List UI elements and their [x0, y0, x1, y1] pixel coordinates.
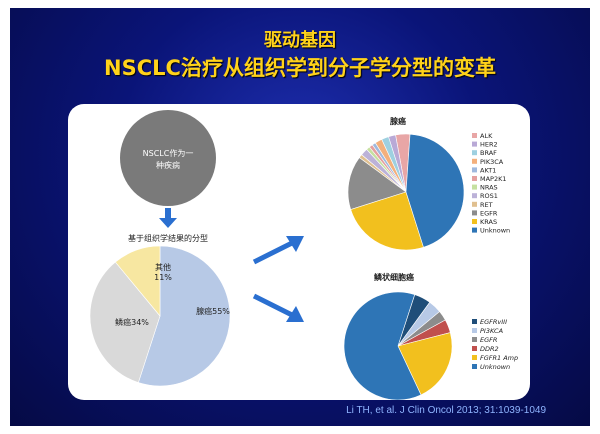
histology-slice-- [114, 245, 161, 317]
adeno-legend-label: KRAS [480, 218, 497, 226]
adeno-legend-swatch [472, 158, 477, 164]
adeno-chart-title: 腺癌 [389, 116, 406, 126]
adeno-legend-swatch [472, 141, 477, 147]
citation: Li TH, et al. J Clin Oncol 2013; 31:1039… [346, 405, 546, 416]
adeno-legend-swatch [472, 176, 477, 181]
charts-svg: NSCLC作为一 种疾病 基于组织学结果的分型 腺癌 鳞状细胞癌 ALKHER2… [89, 110, 518, 401]
slide: 驱动基因 NSCLC治疗从组织学到分子学分型的变革 NSCLC作为一 种疾病 基… [10, 8, 590, 426]
adeno-legend: ALKHER2BRAFPIK3CAAKT1MAP2K1NRASROS1RETEG… [472, 132, 510, 235]
adeno-legend-label: ALK [480, 132, 493, 140]
adeno-legend-label: NRAS [480, 184, 498, 192]
squamous-chart-title: 鳞状细胞癌 [374, 272, 414, 282]
adeno-slice-kras [350, 191, 424, 251]
adeno-legend-label: ROS1 [480, 192, 498, 200]
adeno-legend-swatch [472, 227, 477, 233]
adeno-legend-label: PIK3CA [480, 158, 504, 166]
squamous-legend-label: FGFR1 Amp [480, 354, 518, 362]
adeno-pie [347, 133, 465, 251]
squamous-legend-label: DDR2 [480, 345, 499, 353]
adeno-legend-label: BRAF [480, 149, 497, 157]
squamous-legend-label: PI3KCA [480, 327, 503, 335]
squamous-legend-label: EGFRvIII [480, 318, 507, 326]
squamous-slice-fgfr1-amp [397, 332, 453, 396]
histology-slice-- [137, 245, 231, 387]
adeno-legend-swatch [472, 210, 477, 216]
adeno-legend-label: MAP2K1 [480, 175, 507, 183]
adeno-slice-unknown [405, 133, 465, 248]
adeno-legend-swatch [472, 184, 477, 190]
disease-circle-text-2: 种疾病 [156, 160, 180, 170]
squamous-legend-swatch [472, 364, 477, 369]
arrow-to-squamous-icon [252, 293, 304, 322]
adeno-legend-swatch [472, 219, 477, 224]
adeno-legend-swatch [472, 150, 477, 156]
adeno-legend-label: RET [480, 201, 493, 209]
adeno-legend-label: AKT1 [480, 166, 496, 174]
adeno-legend-swatch [472, 133, 477, 138]
adeno-legend-swatch [472, 201, 477, 207]
histology-slice-- [89, 261, 161, 383]
adeno-legend-label: Unknown [480, 227, 510, 235]
squamous-legend-swatch [472, 319, 477, 324]
histology-pie [89, 245, 231, 387]
squamous-legend-label: EGFR [480, 336, 497, 344]
pie-label-other: 其他 11% [154, 262, 172, 282]
adeno-legend-swatch [472, 193, 477, 199]
slide-title-line2: NSCLC治疗从组织学到分子学分型的变革 [104, 56, 496, 80]
disease-circle [120, 110, 216, 206]
squamous-legend-swatch [472, 337, 477, 342]
squamous-legend-swatch [472, 328, 477, 333]
adeno-legend-label: EGFR [480, 209, 498, 217]
squamous-slice-unknown [343, 291, 422, 401]
squamous-legend-label: Unknown [480, 363, 510, 371]
squamous-legend-swatch [472, 346, 477, 351]
slide-title-line1: 驱动基因 [264, 30, 336, 51]
content-panel: NSCLC作为一 种疾病 基于组织学结果的分型 腺癌 鳞状细胞癌 ALK HER2… [68, 104, 530, 401]
histology-subtitle: 基于组织学结果的分型 [128, 233, 208, 243]
squamous-pie [343, 291, 453, 401]
disease-circle-text-1: NSCLC作为一 [143, 148, 194, 158]
adeno-legend-swatch [472, 167, 477, 173]
adeno-legend-label: HER2 [480, 141, 498, 149]
squamous-legend-swatch [472, 355, 477, 360]
pie-label-adeno: 腺癌55% [196, 306, 230, 316]
pie-label-squamous: 鳞癌34% [115, 317, 149, 327]
arrow-to-adeno-icon [252, 236, 304, 265]
down-arrow-icon [159, 208, 177, 228]
